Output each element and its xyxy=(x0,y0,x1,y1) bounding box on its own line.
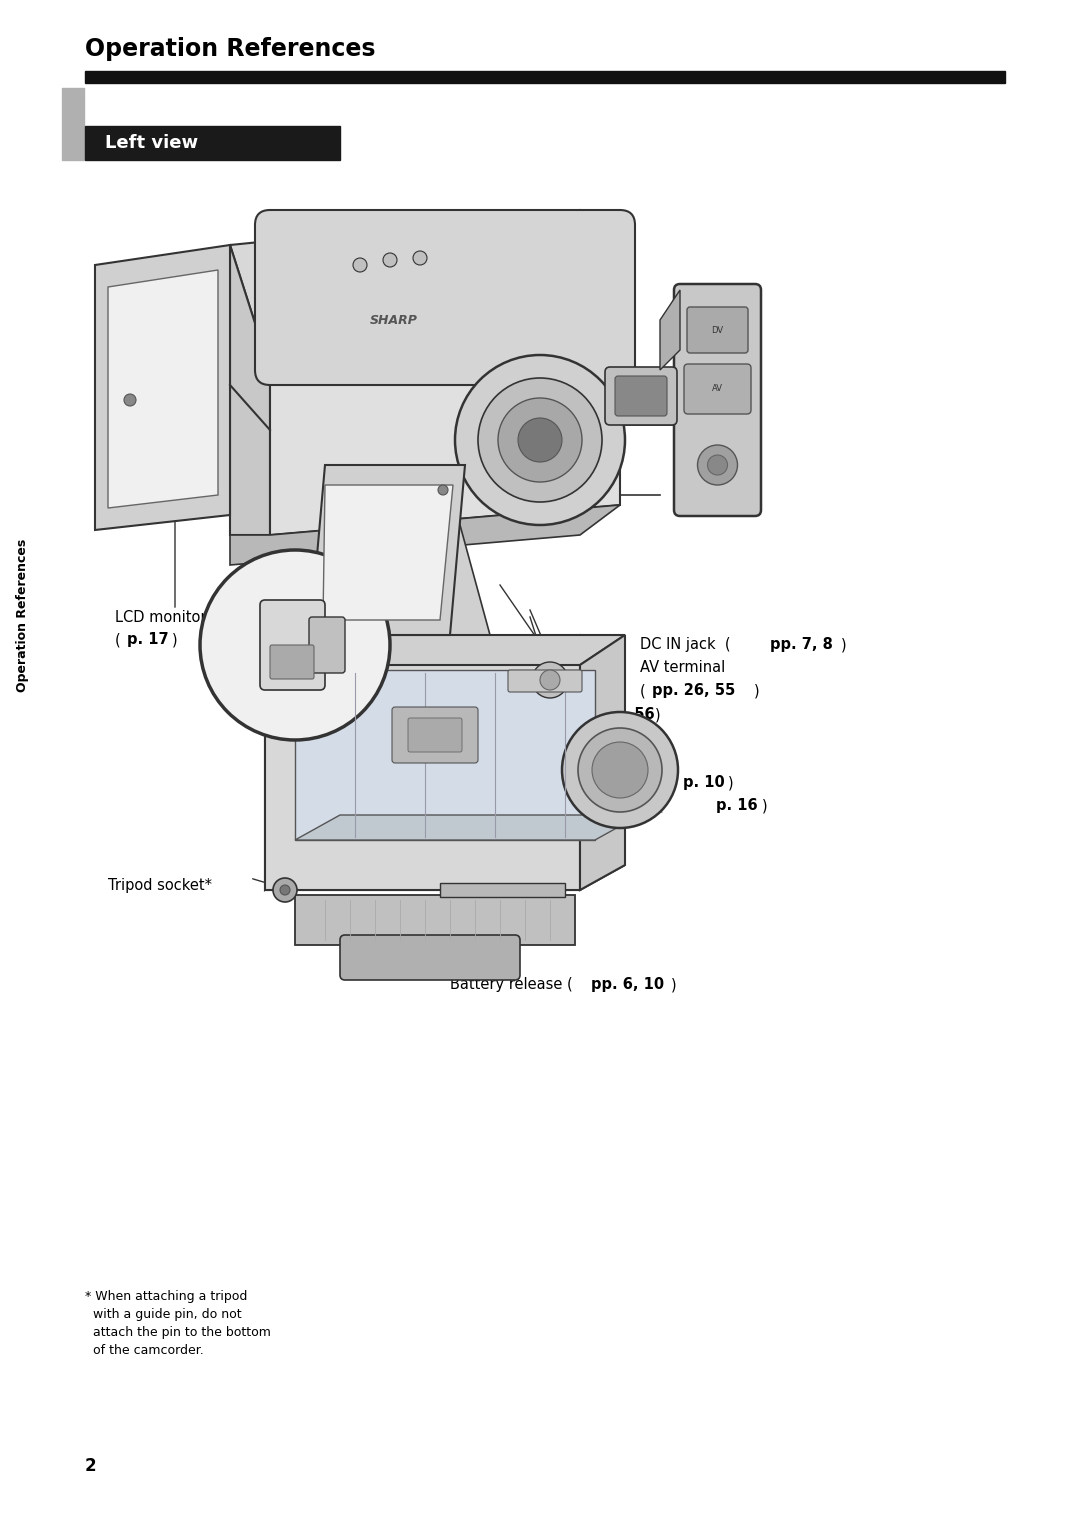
Bar xyxy=(85,126,340,161)
Text: DV: DV xyxy=(712,326,724,335)
Circle shape xyxy=(353,258,367,273)
Text: pp. 7, 8: pp. 7, 8 xyxy=(770,636,833,651)
Circle shape xyxy=(413,251,427,265)
Polygon shape xyxy=(580,635,625,889)
Polygon shape xyxy=(265,865,625,889)
FancyBboxPatch shape xyxy=(340,935,519,980)
Polygon shape xyxy=(295,895,575,945)
Circle shape xyxy=(478,379,602,501)
FancyBboxPatch shape xyxy=(508,670,582,692)
Text: (: ( xyxy=(640,683,646,698)
Text: Dioptre adjustment dial (: Dioptre adjustment dial ( xyxy=(480,798,664,814)
Text: DV terminal (: DV terminal ( xyxy=(500,708,597,723)
Circle shape xyxy=(498,398,582,482)
FancyBboxPatch shape xyxy=(615,376,667,417)
FancyBboxPatch shape xyxy=(408,718,462,751)
Text: Battery release (: Battery release ( xyxy=(450,977,572,992)
Polygon shape xyxy=(270,339,620,535)
Polygon shape xyxy=(323,485,453,620)
Polygon shape xyxy=(370,526,490,645)
Text: pp. 26, 55, 56: pp. 26, 55, 56 xyxy=(332,708,446,723)
Text: Terminal cover: Terminal cover xyxy=(320,685,428,700)
Circle shape xyxy=(438,485,448,495)
Polygon shape xyxy=(265,635,580,889)
FancyBboxPatch shape xyxy=(309,617,345,673)
Polygon shape xyxy=(230,211,620,370)
Polygon shape xyxy=(660,289,680,370)
Polygon shape xyxy=(230,245,270,535)
Text: (: ( xyxy=(320,708,326,723)
Text: p. 56: p. 56 xyxy=(613,708,654,723)
FancyBboxPatch shape xyxy=(270,645,314,679)
Circle shape xyxy=(280,885,291,895)
FancyBboxPatch shape xyxy=(674,283,761,517)
Text: with a guide pin, do not: with a guide pin, do not xyxy=(85,1307,242,1321)
Text: AV: AV xyxy=(712,383,723,392)
Circle shape xyxy=(532,662,568,698)
Text: p. 17: p. 17 xyxy=(127,632,168,647)
Bar xyxy=(85,71,1005,83)
Text: ): ) xyxy=(754,683,759,698)
Text: p. 10: p. 10 xyxy=(683,776,725,789)
Polygon shape xyxy=(295,670,595,839)
Polygon shape xyxy=(295,815,640,839)
Polygon shape xyxy=(95,245,230,530)
FancyBboxPatch shape xyxy=(687,308,748,353)
FancyBboxPatch shape xyxy=(255,211,635,385)
Circle shape xyxy=(578,729,662,812)
Text: Left view: Left view xyxy=(105,133,198,152)
Circle shape xyxy=(124,394,136,406)
Text: 2: 2 xyxy=(85,1457,96,1476)
Text: DC IN jack  (: DC IN jack ( xyxy=(640,636,731,651)
Text: Operation References: Operation References xyxy=(15,538,28,692)
Text: p. 16: p. 16 xyxy=(716,798,758,814)
Polygon shape xyxy=(265,635,310,889)
FancyBboxPatch shape xyxy=(605,367,677,426)
Polygon shape xyxy=(265,635,625,665)
Text: ): ) xyxy=(728,776,733,789)
Polygon shape xyxy=(440,883,565,897)
Circle shape xyxy=(307,615,327,635)
Text: attach the pin to the bottom: attach the pin to the bottom xyxy=(85,1326,271,1339)
Text: * When attaching a tripod: * When attaching a tripod xyxy=(85,1289,247,1303)
Text: Operation References: Operation References xyxy=(85,36,376,61)
Polygon shape xyxy=(310,465,465,635)
Text: pp. 6, 10: pp. 6, 10 xyxy=(591,977,664,992)
Text: SHARP: SHARP xyxy=(370,314,418,327)
Text: Lithium battery cover (: Lithium battery cover ( xyxy=(455,776,624,789)
Circle shape xyxy=(562,712,678,829)
Circle shape xyxy=(273,879,297,901)
Circle shape xyxy=(518,418,562,462)
Text: ): ) xyxy=(762,798,768,814)
Text: of the camcorder.: of the camcorder. xyxy=(85,1344,204,1357)
Circle shape xyxy=(540,670,561,689)
Text: LCD monitor: LCD monitor xyxy=(114,611,206,626)
FancyBboxPatch shape xyxy=(684,364,751,414)
Polygon shape xyxy=(108,270,218,508)
Circle shape xyxy=(455,355,625,526)
Bar xyxy=(62,88,84,161)
FancyBboxPatch shape xyxy=(392,708,478,764)
Circle shape xyxy=(698,445,738,485)
Text: ): ) xyxy=(841,636,847,651)
Text: AV terminal: AV terminal xyxy=(640,661,726,676)
Text: ): ) xyxy=(485,708,490,723)
Polygon shape xyxy=(230,504,620,565)
Circle shape xyxy=(592,742,648,798)
Circle shape xyxy=(200,550,390,739)
Text: Tripod socket*: Tripod socket* xyxy=(108,879,212,892)
Text: pp. 26, 55: pp. 26, 55 xyxy=(652,683,735,698)
Text: (: ( xyxy=(114,632,121,647)
Text: ): ) xyxy=(671,977,677,992)
Circle shape xyxy=(383,253,397,267)
Text: ): ) xyxy=(654,708,661,723)
Text: ): ) xyxy=(172,632,177,647)
Circle shape xyxy=(707,454,728,476)
FancyBboxPatch shape xyxy=(260,600,325,689)
